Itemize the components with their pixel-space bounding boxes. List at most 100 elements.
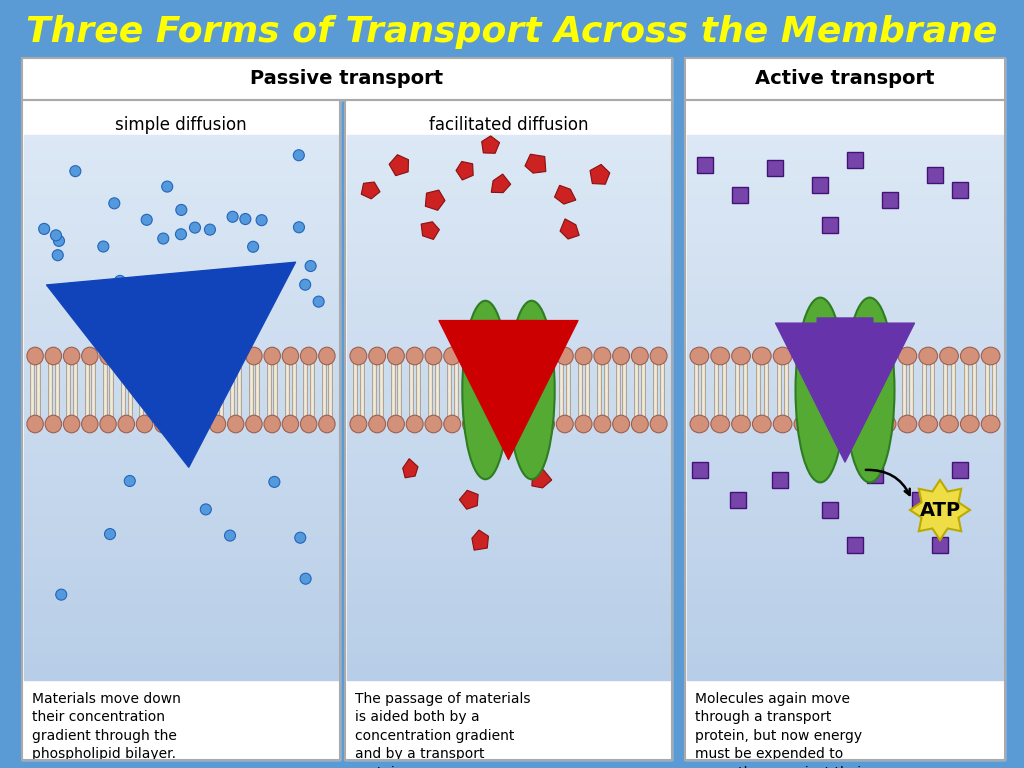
Ellipse shape — [264, 347, 281, 365]
Ellipse shape — [283, 415, 299, 433]
Ellipse shape — [45, 415, 61, 433]
Text: Three Forms of Transport Across the Membrane: Three Forms of Transport Across the Memb… — [27, 15, 997, 49]
Ellipse shape — [175, 229, 186, 240]
Bar — [22, 58, 672, 100]
Ellipse shape — [443, 347, 461, 365]
Polygon shape — [590, 164, 609, 184]
Ellipse shape — [109, 198, 120, 209]
Ellipse shape — [425, 347, 442, 365]
Polygon shape — [822, 217, 838, 233]
Polygon shape — [732, 187, 748, 203]
Ellipse shape — [538, 415, 554, 433]
Ellipse shape — [50, 230, 61, 241]
Ellipse shape — [940, 415, 958, 433]
Ellipse shape — [182, 273, 194, 285]
Ellipse shape — [295, 532, 306, 543]
Ellipse shape — [45, 347, 61, 365]
Ellipse shape — [632, 415, 648, 433]
Ellipse shape — [300, 573, 311, 584]
Ellipse shape — [155, 415, 171, 433]
Ellipse shape — [856, 415, 876, 433]
Polygon shape — [927, 167, 943, 183]
Ellipse shape — [836, 415, 854, 433]
Ellipse shape — [176, 204, 186, 216]
Ellipse shape — [500, 347, 517, 365]
Ellipse shape — [264, 415, 281, 433]
Text: Passive transport: Passive transport — [251, 69, 443, 88]
Polygon shape — [389, 154, 409, 176]
Ellipse shape — [98, 241, 109, 252]
Ellipse shape — [350, 415, 367, 433]
Ellipse shape — [961, 347, 979, 365]
Ellipse shape — [773, 347, 792, 365]
Polygon shape — [525, 154, 546, 173]
Ellipse shape — [538, 347, 554, 365]
Ellipse shape — [209, 415, 225, 433]
Ellipse shape — [519, 415, 536, 433]
Ellipse shape — [369, 415, 386, 433]
Polygon shape — [952, 182, 968, 198]
Ellipse shape — [794, 415, 813, 433]
Ellipse shape — [201, 504, 211, 515]
Ellipse shape — [313, 296, 325, 307]
Ellipse shape — [70, 166, 81, 177]
Ellipse shape — [815, 347, 834, 365]
Polygon shape — [847, 537, 863, 553]
Ellipse shape — [481, 347, 499, 365]
Polygon shape — [912, 492, 928, 508]
Ellipse shape — [463, 415, 479, 433]
Ellipse shape — [263, 264, 274, 276]
Ellipse shape — [124, 475, 135, 486]
Ellipse shape — [205, 224, 215, 235]
Ellipse shape — [100, 415, 117, 433]
Ellipse shape — [650, 415, 667, 433]
Ellipse shape — [246, 415, 262, 433]
Text: Molecules again move
through a transport
protein, but now energy
must be expende: Molecules again move through a transport… — [695, 692, 867, 768]
Bar — [345, 100, 672, 760]
Polygon shape — [402, 458, 418, 478]
Ellipse shape — [612, 415, 630, 433]
Ellipse shape — [711, 415, 729, 433]
Bar — [685, 58, 1005, 100]
Ellipse shape — [369, 347, 386, 365]
Ellipse shape — [612, 347, 630, 365]
Polygon shape — [910, 480, 970, 540]
Ellipse shape — [27, 347, 43, 365]
Ellipse shape — [594, 347, 610, 365]
Text: Active transport: Active transport — [756, 69, 935, 88]
Polygon shape — [767, 160, 783, 176]
Ellipse shape — [898, 415, 916, 433]
Ellipse shape — [753, 347, 771, 365]
Polygon shape — [421, 222, 439, 240]
Ellipse shape — [136, 347, 153, 365]
Ellipse shape — [63, 415, 80, 433]
Ellipse shape — [387, 415, 404, 433]
Ellipse shape — [55, 589, 67, 600]
Polygon shape — [456, 161, 473, 180]
Ellipse shape — [594, 415, 610, 433]
Ellipse shape — [227, 211, 239, 222]
Ellipse shape — [773, 415, 792, 433]
Ellipse shape — [407, 347, 423, 365]
Ellipse shape — [711, 347, 729, 365]
Polygon shape — [481, 136, 500, 154]
Ellipse shape — [815, 415, 834, 433]
Ellipse shape — [753, 415, 771, 433]
Ellipse shape — [118, 415, 134, 433]
Ellipse shape — [63, 347, 80, 365]
Polygon shape — [867, 467, 883, 483]
Ellipse shape — [224, 271, 236, 283]
Ellipse shape — [318, 347, 335, 365]
Ellipse shape — [52, 250, 63, 260]
Ellipse shape — [650, 347, 667, 365]
Ellipse shape — [227, 415, 244, 433]
Ellipse shape — [300, 347, 316, 365]
Ellipse shape — [115, 276, 126, 286]
Ellipse shape — [318, 415, 335, 433]
Ellipse shape — [632, 347, 648, 365]
Ellipse shape — [100, 347, 117, 365]
Ellipse shape — [845, 298, 895, 482]
Ellipse shape — [898, 347, 916, 365]
Ellipse shape — [519, 347, 536, 365]
Ellipse shape — [481, 415, 499, 433]
